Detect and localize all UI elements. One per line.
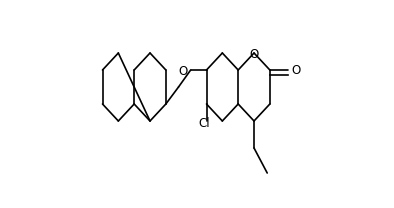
- Text: Cl: Cl: [198, 117, 210, 130]
- Text: O: O: [249, 48, 258, 61]
- Text: O: O: [179, 65, 188, 78]
- Text: O: O: [291, 63, 300, 77]
